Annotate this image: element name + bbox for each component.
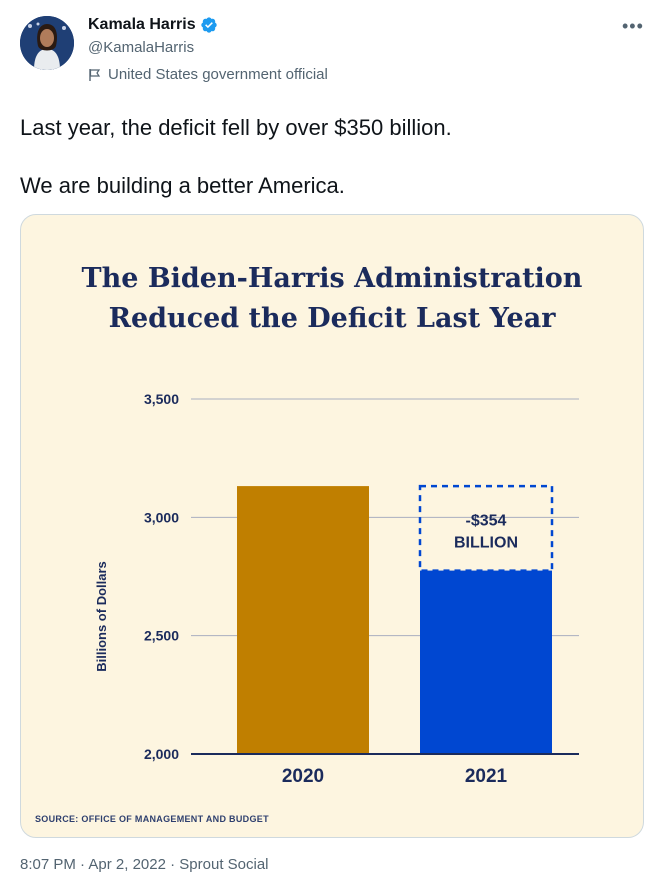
bar-2020 — [237, 486, 369, 753]
tweet-text-line-2: We are building a better America. — [20, 173, 345, 198]
bar-chart: 2,000 2,500 3,000 3,500 Billions of Dollars 2… — [94, 391, 579, 787]
meta-separator: · — [80, 856, 86, 873]
author-name-row: Kamala Harris — [88, 16, 218, 34]
tweet-meta: 8:07 PM · Apr 2, 2022 · Sprout Social — [20, 856, 269, 873]
tweet-text: Last year, the deficit fell by over $350… — [20, 113, 634, 200]
avatar-image — [20, 16, 74, 70]
annotation-amount: -$354 — [466, 512, 507, 529]
chart-title-line-1: The Biden-Harris Administration — [81, 263, 583, 294]
government-label: United States government official — [88, 66, 328, 83]
chart-title: The Biden-Harris Administration Reduced … — [21, 259, 643, 339]
y-tick-label: 3,000 — [144, 509, 179, 525]
x-tick-label: 2021 — [465, 766, 508, 787]
avatar[interactable] — [20, 16, 74, 70]
more-icon[interactable]: ••• — [622, 16, 644, 36]
reduction-dashed-box — [418, 484, 554, 572]
government-flag-icon — [89, 68, 101, 81]
y-tick-label: 2,500 — [144, 628, 179, 644]
tweet-text-line-1: Last year, the deficit fell by over $350… — [20, 115, 452, 140]
author-name[interactable]: Kamala Harris — [88, 16, 196, 33]
chart-source: SOURCE: OFFICE OF MANAGEMENT AND BUDGET — [35, 814, 269, 824]
chart-title-line-2: Reduced the Deficit Last Year — [108, 303, 556, 334]
x-tick-label: 2020 — [282, 766, 324, 787]
tweet-time[interactable]: 8:07 PM — [20, 856, 76, 873]
verified-badge-icon — [200, 17, 217, 33]
meta-separator: · — [170, 856, 176, 873]
tweet-media-image[interactable]: The Biden-Harris Administration Reduced … — [20, 214, 644, 838]
tweet-source[interactable]: Sprout Social — [179, 856, 269, 873]
bar-2021 — [420, 570, 552, 753]
y-tick-label: 3,500 — [144, 391, 179, 407]
y-axis-label: Billions of Dollars — [94, 561, 109, 672]
author-handle[interactable]: @KamalaHarris — [88, 39, 195, 56]
government-label-text: United States government official — [108, 66, 328, 83]
tweet-date[interactable]: Apr 2, 2022 — [88, 856, 166, 873]
annotation-unit: BILLION — [454, 534, 518, 551]
y-tick-label: 2,000 — [144, 746, 179, 762]
